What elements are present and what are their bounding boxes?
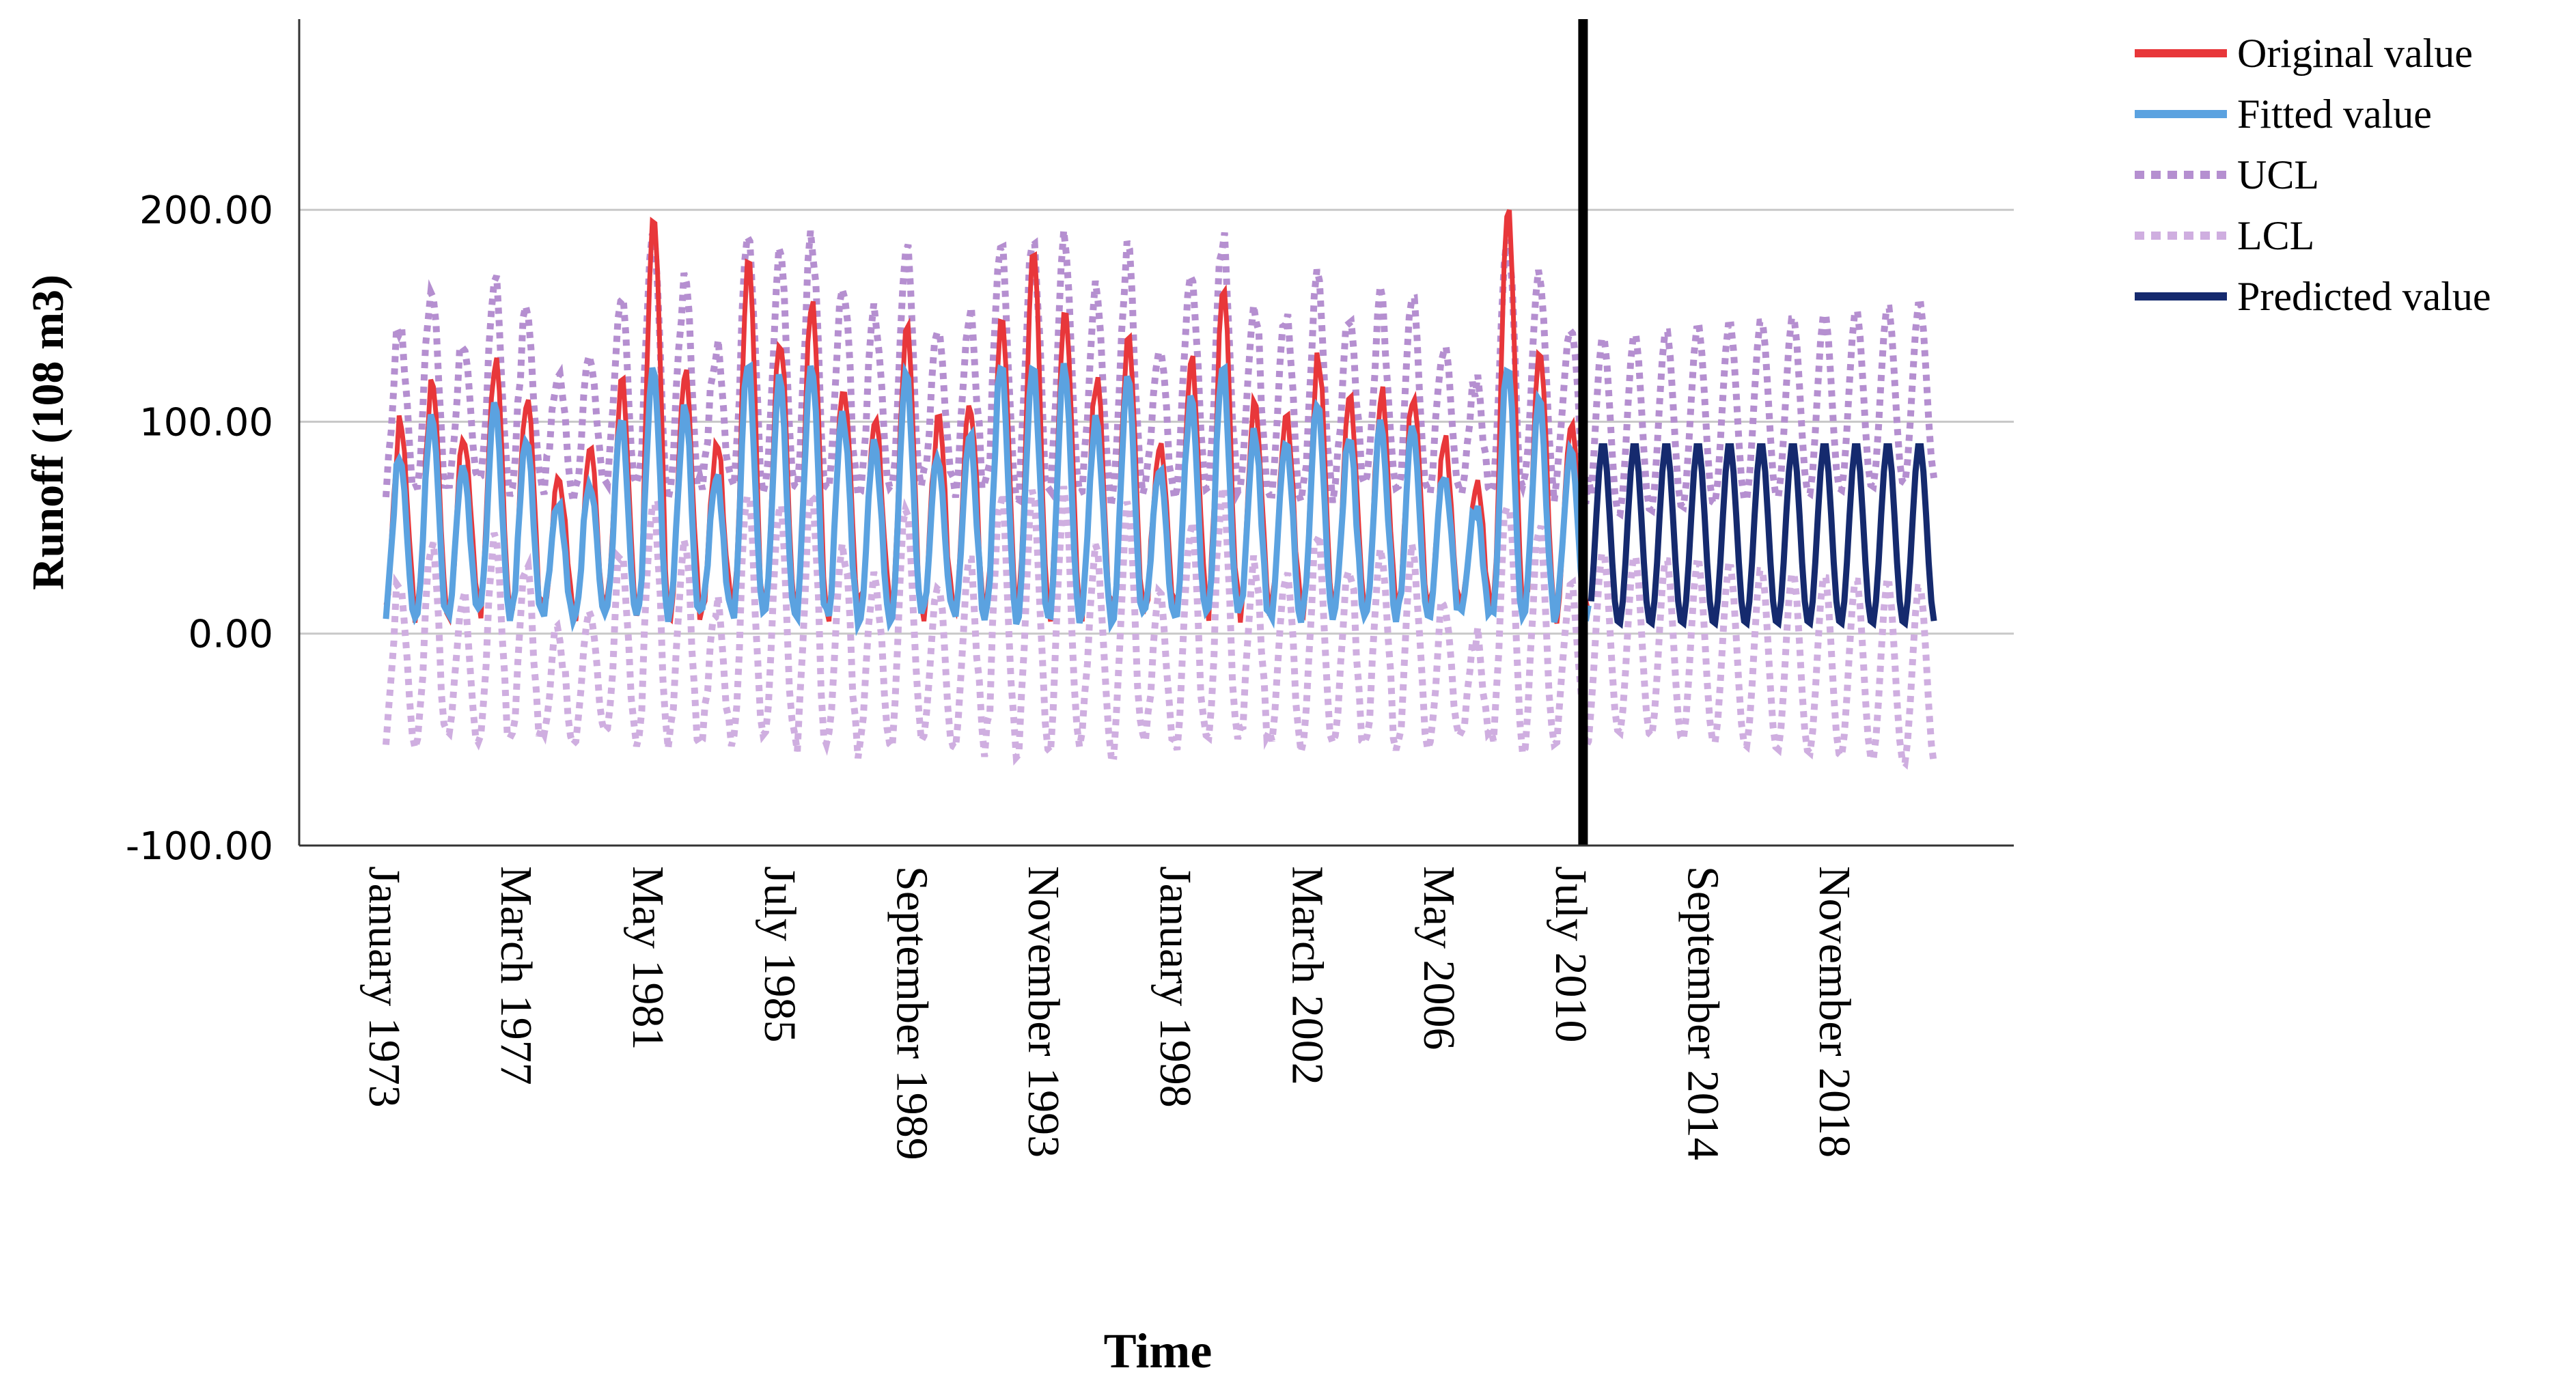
y-tick-label: 100.00 — [139, 400, 273, 445]
x-tick-label: March 1977 — [491, 866, 541, 1085]
legend-label: Fitted value — [2237, 92, 2432, 137]
legend-item: Predicted value — [2135, 274, 2491, 319]
x-tick-label: July 1985 — [755, 866, 805, 1043]
y-tick-label: -100.00 — [126, 824, 273, 869]
x-tick-label: September 1989 — [887, 866, 937, 1160]
legend-item: Fitted value — [2135, 92, 2432, 137]
x-tick-label: May 1981 — [623, 866, 673, 1050]
x-tick-label: November 1993 — [1019, 866, 1068, 1158]
legend-label: UCL — [2237, 152, 2319, 197]
ucl-series-line — [383, 225, 1938, 520]
y-tick-labels: -100.00 0.00 100.00 200.00 — [126, 189, 273, 869]
x-tick-labels: January 1973 March 1977 May 1981 July 1985 S… — [359, 866, 1859, 1160]
legend-item: Original value — [2135, 31, 2473, 76]
x-tick-label: March 2002 — [1282, 866, 1332, 1085]
y-tick-label: 200.00 — [139, 189, 273, 233]
x-tick-label: September 2014 — [1678, 866, 1728, 1160]
legend-label: Original value — [2237, 31, 2473, 76]
legend-item: UCL — [2135, 152, 2319, 197]
predicted-value-series-line — [1588, 443, 1937, 629]
legend: Original value Fitted value UCL LCL Predicte… — [2135, 31, 2491, 319]
ucl-lcl-layer — [383, 225, 1938, 770]
x-tick-label: January 1998 — [1150, 866, 1200, 1108]
x-tick-label: July 2010 — [1546, 866, 1596, 1043]
y-tick-label: 0.00 — [188, 613, 273, 657]
axis-layer — [298, 19, 2014, 847]
x-tick-label: November 2018 — [1810, 866, 1859, 1158]
lcl-series-line — [383, 475, 1938, 770]
x-tick-label: January 1973 — [359, 866, 409, 1108]
y-axis-title: Runoff (108 m3) — [23, 275, 73, 590]
legend-item: LCL — [2135, 213, 2314, 258]
series-layer — [383, 19, 1937, 846]
legend-label: LCL — [2237, 213, 2314, 258]
x-tick-label: May 2006 — [1414, 866, 1464, 1050]
legend-label: Predicted value — [2237, 274, 2491, 319]
x-axis-title: Time — [1104, 1324, 1213, 1378]
fitted-value-series-line — [383, 361, 1592, 637]
